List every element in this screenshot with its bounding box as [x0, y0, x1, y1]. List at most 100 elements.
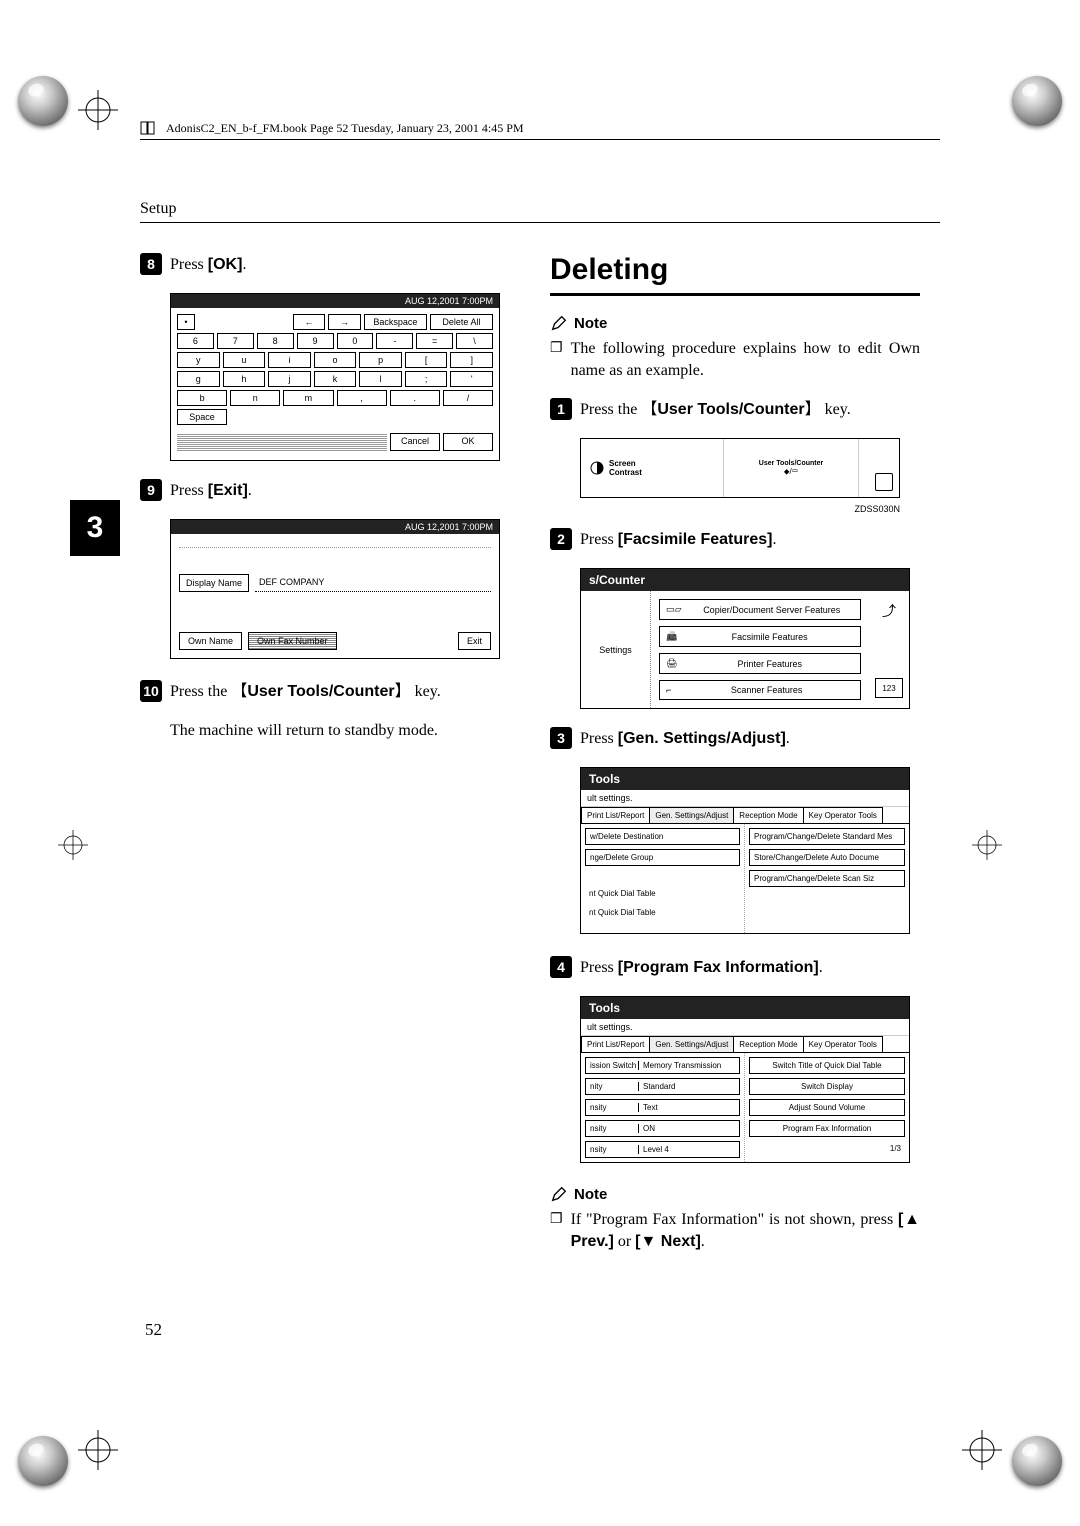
- kbd-key[interactable]: b: [177, 390, 227, 406]
- step-9: 9 Press [Exit].: [140, 479, 510, 501]
- kbd-key[interactable]: j: [268, 371, 311, 387]
- scounter-item[interactable]: ▭▱Copier/Document Server Features: [659, 599, 861, 620]
- tools-row[interactable]: nt Quick Dial Table: [585, 886, 740, 901]
- note-label: Note: [550, 314, 920, 332]
- chapter-tab: 3: [70, 500, 120, 556]
- ok-button[interactable]: OK: [443, 433, 493, 451]
- step-text: Press [Exit].: [170, 482, 252, 500]
- kbd-key[interactable]: 6: [177, 333, 214, 349]
- step-text: Press the 【User Tools/Counter】 key.: [580, 395, 851, 419]
- scounter-item[interactable]: 🖨Printer Features: [659, 653, 861, 674]
- step-number: 8: [140, 253, 162, 275]
- kbd-key[interactable]: ]: [450, 352, 493, 368]
- tools-row[interactable]: Switch Display: [749, 1078, 905, 1095]
- tools-tab[interactable]: Reception Mode: [733, 807, 803, 823]
- pencil-icon: [550, 1185, 568, 1203]
- kbd-key[interactable]: n: [230, 390, 280, 406]
- kbd-key[interactable]: 0: [337, 333, 374, 349]
- corner-sphere: [18, 76, 68, 126]
- knob-icon: [875, 473, 893, 491]
- space-key[interactable]: Space: [177, 409, 227, 425]
- tools-row[interactable]: Switch Title of Quick Dial Table: [749, 1057, 905, 1074]
- left-column: 8 Press [OK]. AUG 12,2001 7:00PM • ← → B…: [140, 253, 510, 1266]
- kbd-key[interactable]: ;: [405, 371, 448, 387]
- scounter-item[interactable]: 📠Facsimile Features: [659, 626, 861, 647]
- kbd-key[interactable]: \: [456, 333, 493, 349]
- step-text: Press [Gen. Settings/Adjust].: [580, 730, 790, 748]
- kbd-key[interactable]: i: [268, 352, 311, 368]
- registration-mark: [78, 90, 118, 130]
- tools-row[interactable]: Program/Change/Delete Scan Siz: [749, 870, 905, 887]
- chapter-number: 3: [87, 511, 104, 545]
- tools-row[interactable]: ission SwitchMemory Transmission: [585, 1057, 740, 1074]
- book-header: AdonisC2_EN_b-f_FM.book Page 52 Tuesday,…: [140, 120, 940, 140]
- kbd-key[interactable]: l: [359, 371, 402, 387]
- kbd-key[interactable]: 7: [217, 333, 254, 349]
- tools-tab[interactable]: Key Operator Tools: [803, 807, 883, 823]
- kbd-key[interactable]: 8: [257, 333, 294, 349]
- tools-tab[interactable]: Gen. Settings/Adjust: [649, 1036, 734, 1052]
- tools-row[interactable]: nge/Delete Group: [585, 849, 740, 866]
- kbd-key[interactable]: -: [376, 333, 413, 349]
- tools-tab[interactable]: Key Operator Tools: [803, 1036, 883, 1052]
- deleting-headline: Deleting: [550, 253, 920, 296]
- dot-key[interactable]: •: [177, 314, 195, 330]
- own-fax-button[interactable]: Own Fax Number: [248, 632, 337, 650]
- step-number: 3: [550, 727, 572, 749]
- kbd-key[interactable]: /: [443, 390, 493, 406]
- display-name-value[interactable]: DEF COMPANY: [255, 574, 491, 592]
- cancel-button[interactable]: Cancel: [390, 433, 440, 451]
- keyboard-screenshot: AUG 12,2001 7:00PM • ← → Backspace Delet…: [170, 293, 500, 461]
- lang-icon[interactable]: ⤴: [875, 601, 903, 621]
- tools-row[interactable]: w/Delete Destination: [585, 828, 740, 845]
- pencil-icon: [550, 314, 568, 332]
- counter-icon[interactable]: 123: [875, 678, 903, 698]
- tools-row[interactable]: Store/Change/Delete Auto Docume: [749, 849, 905, 866]
- scounter-settings[interactable]: Settings: [581, 591, 651, 708]
- tools-tab[interactable]: Print List/Report: [581, 807, 650, 823]
- step-text: Press [Facsimile Features].: [580, 531, 777, 549]
- feature-icon: ⌐: [666, 685, 671, 695]
- kbd-key[interactable]: =: [416, 333, 453, 349]
- corner-sphere: [1012, 1436, 1062, 1486]
- kbd-key[interactable]: p: [359, 352, 402, 368]
- tools-row[interactable]: nt Quick Dial Table: [585, 905, 740, 920]
- tools-title: Tools: [581, 997, 909, 1019]
- tools-row[interactable]: nsityText: [585, 1099, 740, 1116]
- kbd-key[interactable]: ': [450, 371, 493, 387]
- tools-row[interactable]: Program Fax Information: [749, 1120, 905, 1137]
- nav-right[interactable]: →: [328, 314, 361, 330]
- nav-left[interactable]: ←: [293, 314, 326, 330]
- backspace-key[interactable]: Backspace: [364, 314, 427, 330]
- kbd-key[interactable]: m: [283, 390, 333, 406]
- tools-row[interactable]: nsityON: [585, 1120, 740, 1137]
- step-text: Press [Program Fax Information].: [580, 959, 823, 977]
- own-name-button[interactable]: Own Name: [179, 632, 242, 650]
- kbd-key[interactable]: ,: [337, 390, 387, 406]
- scounter-item[interactable]: ⌐Scanner Features: [659, 680, 861, 700]
- tools-tab[interactable]: Gen. Settings/Adjust: [649, 807, 734, 823]
- tools-row[interactable]: nsityLevel 4: [585, 1141, 740, 1158]
- kbd-key[interactable]: h: [223, 371, 266, 387]
- kbd-key[interactable]: .: [390, 390, 440, 406]
- step-text: Press the 【User Tools/Counter】 key.: [170, 677, 441, 701]
- kbd-key[interactable]: o: [314, 352, 357, 368]
- page-number: 52: [145, 1320, 162, 1340]
- step-number: 4: [550, 956, 572, 978]
- delete-all-key[interactable]: Delete All: [430, 314, 493, 330]
- tools-row[interactable]: Adjust Sound Volume: [749, 1099, 905, 1116]
- corner-sphere: [18, 1436, 68, 1486]
- tools-tab[interactable]: Reception Mode: [733, 1036, 803, 1052]
- kbd-key[interactable]: y: [177, 352, 220, 368]
- tools-tab[interactable]: Print List/Report: [581, 1036, 650, 1052]
- tools-row[interactable]: Program/Change/Delete Standard Mes: [749, 828, 905, 845]
- note-label: Note: [550, 1185, 920, 1203]
- kbd-key[interactable]: 9: [297, 333, 334, 349]
- kbd-key[interactable]: u: [223, 352, 266, 368]
- kbd-key[interactable]: [: [405, 352, 448, 368]
- exit-button[interactable]: Exit: [458, 632, 491, 650]
- feature-icon: 🖨: [666, 658, 677, 669]
- tools-row[interactable]: nityStandard: [585, 1078, 740, 1095]
- kbd-key[interactable]: k: [314, 371, 357, 387]
- kbd-key[interactable]: g: [177, 371, 220, 387]
